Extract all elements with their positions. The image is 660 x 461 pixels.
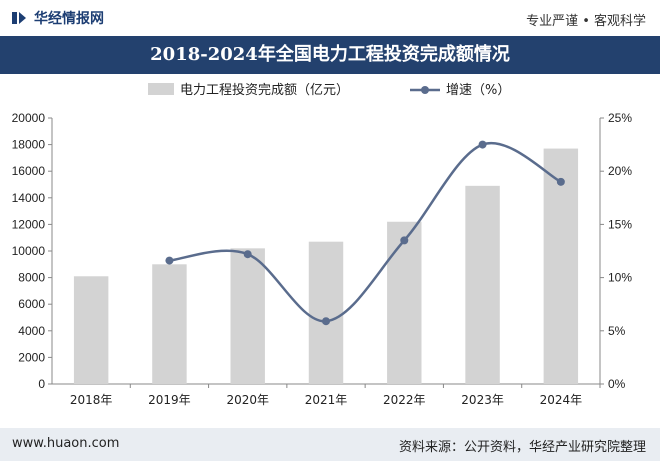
footer-source: 资料来源：公开资料，华经产业研究院整理 <box>398 440 646 455</box>
top-bar: 华经情报网 专业严谨 • 客观科学 <box>0 0 660 36</box>
brand-logo-icon <box>12 12 26 24</box>
brand: 华经情报网 <box>10 8 104 28</box>
x-tick-label: 2022年 <box>383 393 426 407</box>
y-left-tick-label: 16000 <box>12 164 46 178</box>
footer-website[interactable]: www.huaon.com <box>12 436 120 451</box>
y-left-tick-label: 14000 <box>12 191 46 205</box>
bar <box>465 185 500 384</box>
y-left-tick-label: 8000 <box>18 271 45 285</box>
x-tick-label: 2018年 <box>70 393 113 407</box>
slogan: 专业严谨 • 客观科学 <box>526 14 646 29</box>
x-tick-label: 2024年 <box>540 393 583 407</box>
chart: 0 2000 4000 6000 8000 10000 12000 14000 16000 180… <box>12 82 633 407</box>
x-tick-label: 2021年 <box>305 393 348 407</box>
y-left-tick-label: 0 <box>38 377 45 391</box>
bar <box>308 241 344 384</box>
brand-name: 华经情报网 <box>34 11 104 27</box>
growth-point <box>556 177 565 186</box>
chart-title: 2018-2024年全国电力工程投资完成额情况 <box>150 44 510 65</box>
x-tick-label: 2023年 <box>461 393 504 407</box>
bar <box>387 221 422 384</box>
footer: www.huaon.com 资料来源：公开资料，华经产业研究院整理 <box>0 428 660 461</box>
y-left-tick-label: 12000 <box>12 217 46 231</box>
legend-line-label: 增速（%） <box>446 83 510 98</box>
y-right-tick-label: 20% <box>608 164 632 178</box>
growth-point <box>165 256 174 265</box>
legend-line-marker <box>421 86 429 94</box>
y-right-tick-label: 15% <box>608 217 632 231</box>
y-right-tick-label: 5% <box>608 324 626 338</box>
y-left-tick-label: 6000 <box>18 297 45 311</box>
y-left-tick-label: 4000 <box>18 324 45 338</box>
y-right-tick-label: 10% <box>608 271 632 285</box>
y-left-tick-label: 10000 <box>12 244 46 258</box>
y-left-tick-label: 20000 <box>12 111 46 125</box>
growth-line <box>169 141 562 323</box>
y-right-tick-label: 0% <box>608 377 626 391</box>
bar <box>230 248 265 384</box>
y-left-tick-label: 18000 <box>12 138 46 152</box>
x-tick-label: 2020年 <box>226 393 269 407</box>
growth-point <box>322 317 330 326</box>
y-right-tick-label: 25% <box>608 111 632 125</box>
growth-point <box>243 250 252 259</box>
bar <box>543 148 579 384</box>
growth-point <box>478 140 487 149</box>
legend-bar-label: 电力工程投资完成额（亿元） <box>180 82 349 98</box>
bar <box>73 276 109 384</box>
bar <box>152 264 187 384</box>
title-bar <box>0 36 660 74</box>
growth-point <box>400 236 409 245</box>
legend-bar-swatch <box>148 83 174 95</box>
y-left-tick-label: 2000 <box>18 350 45 364</box>
x-tick-label: 2019年 <box>148 393 191 407</box>
